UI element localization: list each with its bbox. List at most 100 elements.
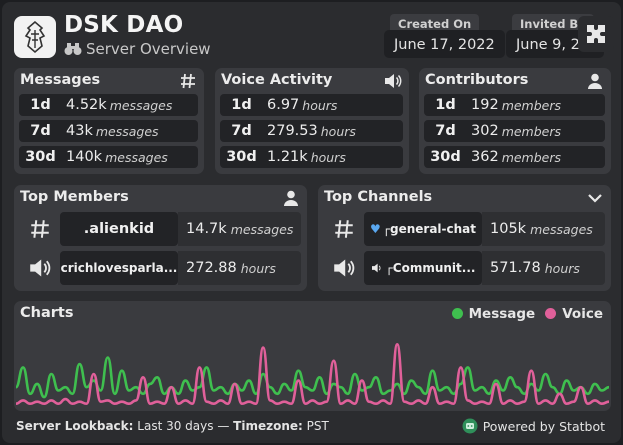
top-channel-row[interactable]: ┌Communit... 571.78 hours <box>324 251 605 285</box>
subtitle-text: Server Overview <box>86 40 211 58</box>
member-amount: 272.88 <box>186 260 237 276</box>
channel-value: 105k messages <box>482 212 605 246</box>
lookback-value: Last 30 days — <box>137 419 230 433</box>
member-name: crichlovesparla... <box>60 251 178 285</box>
timezone-value: PST <box>306 419 329 433</box>
binoculars-icon <box>64 43 82 55</box>
legend-dot-voice <box>545 308 557 319</box>
stat-row: 30d 1.21k hours <box>220 146 403 168</box>
puzzle-icon[interactable] <box>578 16 614 52</box>
server-logo <box>14 16 56 58</box>
channel-name: ♥ ┌general-chat <box>364 212 482 246</box>
contributors-card: Contributors 1d 192 members 7d 302 membe… <box>419 68 611 174</box>
stat-unit: members <box>501 149 562 165</box>
stat-row: 1d 192 members <box>424 94 605 116</box>
stat-amount: 6.97 <box>267 97 300 113</box>
speaker-icon <box>324 258 364 278</box>
series-line-voice <box>15 342 610 406</box>
voice-card: Voice Activity 1d 6.97 hours 7d 279.53 h… <box>215 68 409 174</box>
chart-legend: Message Voice <box>451 306 603 322</box>
subtitle: Server Overview <box>64 40 211 58</box>
stat-period: 1d <box>30 97 51 113</box>
speaker-icon <box>371 263 381 273</box>
lookback-label: Server Lookback: <box>16 419 134 433</box>
top-channels-title: Top Channels <box>324 189 433 205</box>
legend-dot-message <box>451 308 463 319</box>
speaker-icon <box>384 72 402 90</box>
stat-period: 7d <box>30 123 51 139</box>
powered-by[interactable]: Powered by Statbot <box>462 418 605 434</box>
stat-unit: messages <box>109 97 173 113</box>
voice-title: Voice Activity <box>221 72 333 88</box>
invited-label: Invited Bo <box>512 14 595 34</box>
stat-amount: 43k <box>66 123 93 139</box>
stat-row: 1d 6.97 hours <box>220 94 403 116</box>
powered-text: Powered by Statbot <box>482 418 605 434</box>
channel-name: ┌Communit... <box>364 251 482 285</box>
line-chart <box>15 342 610 406</box>
heart-icon: ♥ <box>370 222 381 236</box>
member-value: 14.7k messages <box>178 212 301 246</box>
series-line-message <box>15 356 610 399</box>
member-value: 272.88 hours <box>178 251 301 285</box>
hash-icon <box>179 72 197 90</box>
stat-unit: hours <box>302 97 338 113</box>
created-label: Created On <box>390 14 480 34</box>
channel-name-text: ┌Communit... <box>385 261 476 275</box>
stat-period: 1d <box>231 97 252 113</box>
stat-row: 7d 302 members <box>424 120 605 142</box>
timezone-label: Timezone: <box>233 419 303 433</box>
stat-amount: 192 <box>471 97 499 113</box>
channel-unit: messages <box>530 221 593 237</box>
legend-voice-label: Voice <box>562 306 603 322</box>
speaker-icon <box>20 258 60 278</box>
charts-title: Charts <box>20 305 74 321</box>
stat-period: 30d <box>226 149 257 165</box>
stat-amount: 140k <box>66 149 103 165</box>
stat-period: 30d <box>430 149 461 165</box>
legend-voice[interactable]: Voice <box>545 306 603 322</box>
stat-unit: members <box>501 123 562 139</box>
user-icon <box>586 72 604 90</box>
chevron-down-icon[interactable] <box>586 189 604 207</box>
legend-message[interactable]: Message <box>451 306 536 322</box>
top-members-card: Top Members .alienkid 14.7k messages cri… <box>14 185 307 291</box>
stat-period: 7d <box>435 123 456 139</box>
top-member-row[interactable]: .alienkid 14.7k messages <box>20 212 301 246</box>
created-value: June 17, 2022 <box>384 30 505 58</box>
legend-message-label: Message <box>468 306 536 322</box>
stat-period: 1d <box>435 97 456 113</box>
top-member-row[interactable]: crichlovesparla... 272.88 hours <box>20 251 301 285</box>
stat-period: 30d <box>25 149 56 165</box>
stat-row: 7d 279.53 hours <box>220 120 403 142</box>
stat-unit: hours <box>310 149 346 165</box>
top-members-title: Top Members <box>20 189 129 205</box>
channel-amount: 105k <box>490 221 527 237</box>
user-icon <box>282 189 300 207</box>
stat-row: 30d 140k messages <box>19 146 198 168</box>
stat-amount: 302 <box>471 123 499 139</box>
stat-amount: 1.21k <box>267 149 308 165</box>
stat-row: 7d 43k messages <box>19 120 198 142</box>
contributors-title: Contributors <box>425 72 529 88</box>
stat-row: 30d 362 members <box>424 146 605 168</box>
samurai-icon <box>24 20 46 54</box>
top-channels-card: Top Channels ♥ ┌general-chat 105k messag… <box>318 185 611 291</box>
stat-unit: hours <box>320 123 356 139</box>
server-name: DSK DAO <box>64 12 184 38</box>
messages-card: Messages 1d 4.52k messages 7d 43k messag… <box>14 68 204 174</box>
stat-period: 7d <box>231 123 252 139</box>
channel-amount: 571.78 <box>490 260 541 276</box>
member-unit: messages <box>230 221 294 237</box>
hash-icon <box>20 219 60 239</box>
stat-unit: members <box>501 97 562 113</box>
footer-info: Server Lookback: Last 30 days — Timezone… <box>16 419 329 433</box>
top-channel-row[interactable]: ♥ ┌general-chat 105k messages <box>324 212 605 246</box>
channel-name-text: ┌general-chat <box>382 222 476 236</box>
charts-card: Charts Message Voice <box>14 301 611 411</box>
member-unit: hours <box>240 260 276 276</box>
stat-row: 1d 4.52k messages <box>19 94 198 116</box>
member-amount: 14.7k <box>186 221 227 237</box>
messages-title: Messages <box>20 72 101 88</box>
